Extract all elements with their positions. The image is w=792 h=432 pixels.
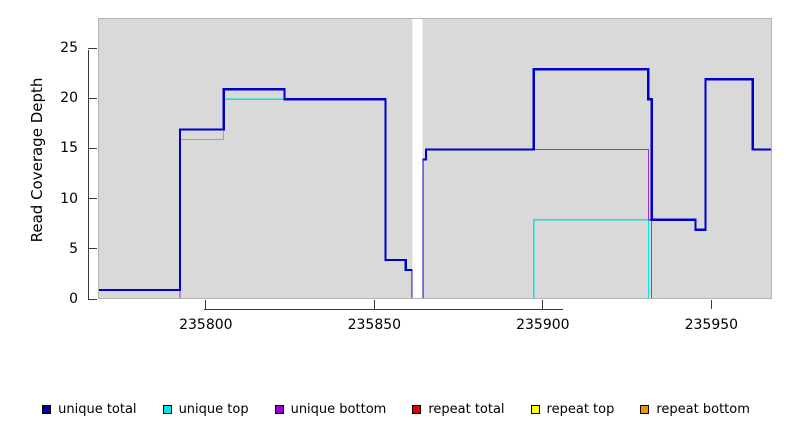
y-axis-tick — [88, 47, 97, 49]
legend-item[interactable]: repeat top — [530, 401, 615, 417]
y-axis-tick — [88, 147, 97, 149]
series-line — [99, 148, 653, 298]
series-layer — [99, 19, 771, 298]
legend-swatch-icon — [412, 404, 422, 414]
y-axis-tick-label: 0 — [69, 291, 78, 307]
x-axis-tick — [710, 300, 712, 309]
data-gap-band — [412, 19, 423, 298]
legend-swatch-icon — [274, 404, 284, 414]
legend: unique total unique top unique bottom repea… — [0, 398, 792, 420]
legend-label: repeat bottom — [656, 401, 750, 417]
x-axis-tick-label: 235950 — [684, 317, 739, 333]
legend-item[interactable]: repeat bottom — [640, 403, 750, 416]
legend-label: repeat top — [546, 401, 615, 417]
y-axis-tick-label: 25 — [60, 40, 78, 57]
legend-item[interactable]: unique bottom — [274, 401, 387, 417]
x-axis-tick-label: 235850 — [347, 317, 402, 333]
legend-label: unique bottom — [290, 401, 387, 417]
y-axis-tick-label: 5 — [69, 240, 78, 257]
plot-area — [98, 18, 772, 299]
x-axis-line — [204, 309, 563, 310]
legend-item[interactable]: unique total — [42, 401, 137, 417]
y-axis-tick-label: 20 — [60, 90, 78, 107]
legend-swatch-icon — [42, 404, 52, 414]
legend-swatch-icon — [530, 404, 540, 414]
x-axis-tick — [205, 300, 207, 309]
y-axis-tick-label: 10 — [60, 190, 78, 207]
legend-swatch-icon — [640, 404, 650, 414]
y-axis-tick-label: 15 — [60, 140, 78, 157]
x-axis-tick — [542, 300, 544, 309]
legend-label: unique top — [178, 401, 249, 417]
y-axis-tick — [88, 97, 97, 99]
x-axis-tick-label: 235900 — [516, 317, 570, 333]
legend-label: unique total — [58, 401, 137, 417]
y-axis-line — [88, 50, 89, 300]
x-axis-tick-label: 235800 — [179, 317, 233, 333]
x-axis-tick — [373, 300, 375, 309]
y-axis-tick — [88, 198, 97, 200]
legend-swatch-icon — [162, 404, 172, 414]
series-line — [99, 68, 771, 298]
legend-label: repeat total — [428, 401, 505, 417]
y-axis-tick — [88, 298, 97, 300]
legend-item[interactable]: repeat total — [412, 401, 505, 417]
legend-item[interactable]: unique top — [162, 401, 249, 417]
y-axis-tick — [88, 248, 97, 250]
